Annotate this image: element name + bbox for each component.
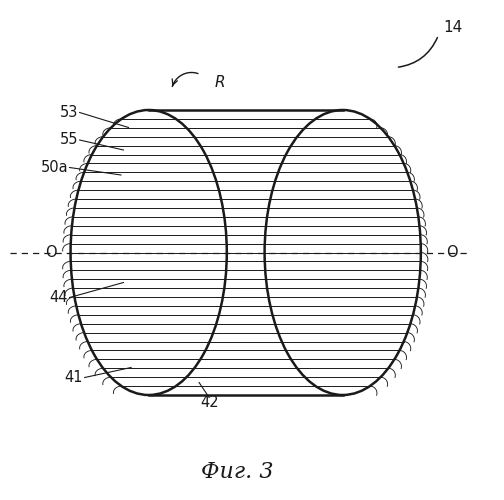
Text: 44: 44	[49, 290, 68, 305]
Text: 53: 53	[60, 105, 78, 120]
Text: R: R	[214, 75, 225, 90]
Text: O: O	[45, 245, 56, 260]
Text: Фиг. 3: Фиг. 3	[201, 462, 273, 483]
Text: 50a: 50a	[40, 160, 68, 175]
Text: 42: 42	[200, 395, 218, 410]
Text: 14: 14	[444, 20, 463, 35]
Text: 55: 55	[59, 132, 78, 148]
Text: O: O	[446, 245, 458, 260]
Text: 41: 41	[65, 370, 83, 385]
